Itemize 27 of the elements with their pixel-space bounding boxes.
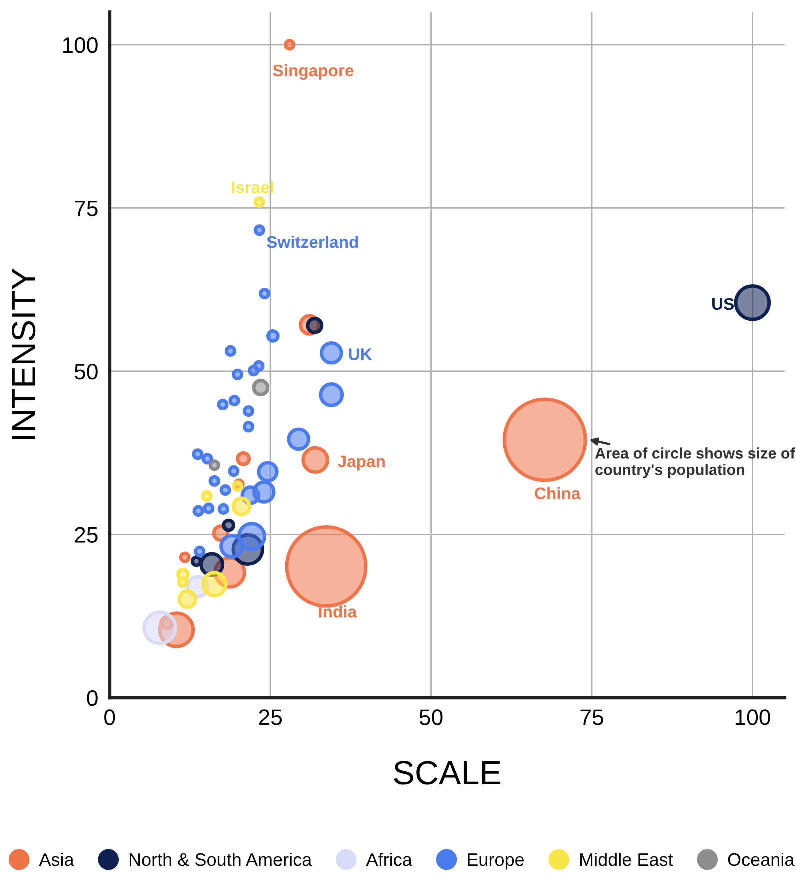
y-tick-label: 50 (74, 364, 98, 380)
x-axis-title: SCALE (394, 761, 501, 785)
x-tick-label: 100 (736, 710, 770, 726)
y-tick-label: 100 (63, 37, 98, 54)
annotation: China (535, 487, 581, 500)
annotation: Switzerland (267, 236, 358, 248)
y-tick-label: 25 (75, 527, 98, 543)
annotation: Singapore (273, 64, 354, 80)
y-axis-title: INTENSITY (12, 268, 36, 440)
y-tick-label: 0 (87, 690, 98, 706)
legend-label: Asia (39, 852, 74, 866)
annotation: Japan (338, 456, 385, 471)
annotation: US (712, 298, 734, 310)
legend-label: Middle East (580, 852, 674, 866)
legend-label: Oceania (728, 852, 795, 866)
x-tick-label: 0 (104, 710, 116, 726)
annotation: Area of circle shows size of country's population (595, 448, 796, 478)
legend-label: Africa (366, 852, 412, 866)
legend-label: Europe (468, 854, 524, 870)
annotation: India (319, 606, 358, 618)
y-tick-label: 75 (75, 200, 98, 216)
x-tick-label: 25 (259, 710, 282, 726)
x-tick-label: 50 (420, 710, 443, 726)
annotation: UK (349, 348, 372, 360)
legend-label: North & South America (130, 852, 312, 866)
x-tick-label: 75 (580, 710, 604, 726)
annotation: Israel (232, 181, 274, 194)
